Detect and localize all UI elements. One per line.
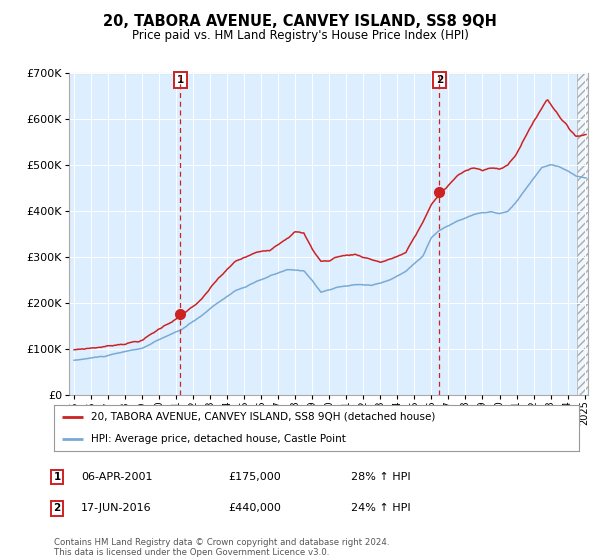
Bar [577,73,588,395]
Text: 20, TABORA AVENUE, CANVEY ISLAND, SS8 9QH: 20, TABORA AVENUE, CANVEY ISLAND, SS8 9Q… [103,14,497,29]
Text: 20, TABORA AVENUE, CANVEY ISLAND, SS8 9QH (detached house): 20, TABORA AVENUE, CANVEY ISLAND, SS8 9Q… [91,412,435,422]
Text: 17-JUN-2016: 17-JUN-2016 [81,503,152,514]
Text: 1: 1 [177,74,184,85]
Text: 1: 1 [53,472,61,482]
Text: 24% ↑ HPI: 24% ↑ HPI [351,503,410,514]
Text: Contains HM Land Registry data © Crown copyright and database right 2024.
This d: Contains HM Land Registry data © Crown c… [54,538,389,557]
Bar [577,73,588,395]
Text: £175,000: £175,000 [228,472,281,482]
Text: £440,000: £440,000 [228,503,281,514]
Text: 28% ↑ HPI: 28% ↑ HPI [351,472,410,482]
Text: HPI: Average price, detached house, Castle Point: HPI: Average price, detached house, Cast… [91,434,346,444]
Text: 2: 2 [436,74,443,85]
Text: 06-APR-2001: 06-APR-2001 [81,472,152,482]
Text: 2: 2 [53,503,61,514]
Text: Price paid vs. HM Land Registry's House Price Index (HPI): Price paid vs. HM Land Registry's House … [131,29,469,42]
